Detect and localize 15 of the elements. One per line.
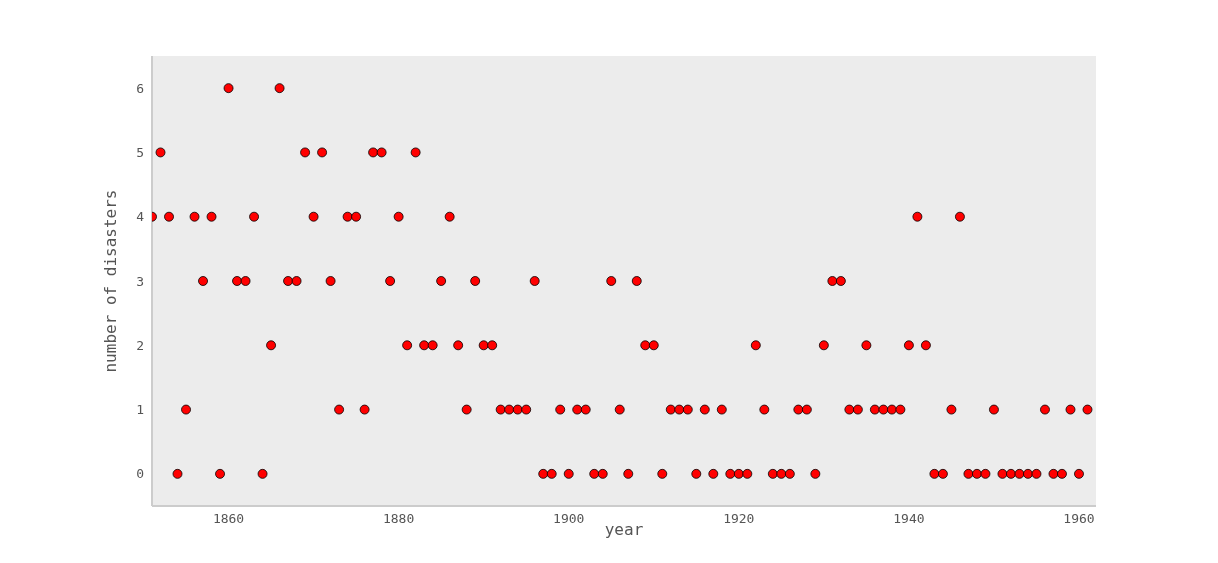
- y-tick-label: 0: [136, 466, 144, 482]
- x-tick-label: 1880: [382, 511, 415, 527]
- y-tick-label: 2: [136, 337, 144, 353]
- y-tick-label: 5: [136, 145, 144, 161]
- y-tick-label: 4: [136, 209, 145, 225]
- x-tick-label: 1860: [212, 511, 245, 527]
- y-tick-label: 3: [136, 273, 144, 289]
- y-tick-label: 1: [136, 402, 144, 418]
- y-axis-title: number of disasters: [100, 189, 120, 373]
- x-tick-label: 1900: [553, 511, 585, 527]
- x-tick-label: 1920: [723, 511, 755, 527]
- x-axis-title: year: [604, 520, 644, 540]
- x-tick-label: 1960: [1063, 511, 1095, 527]
- x-tick-label: 1940: [893, 511, 925, 527]
- y-tick-label: 6: [136, 80, 144, 96]
